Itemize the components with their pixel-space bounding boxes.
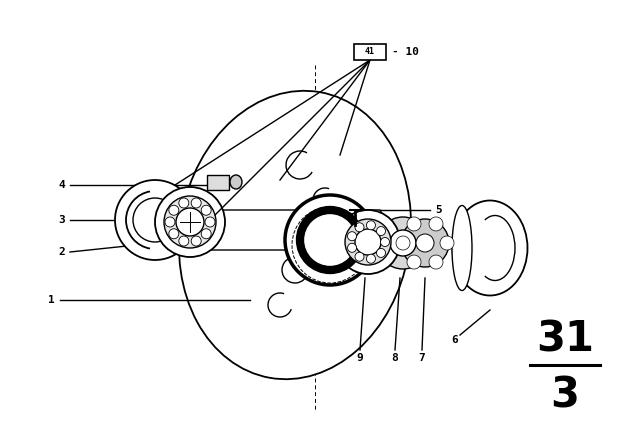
Circle shape <box>377 217 429 269</box>
Circle shape <box>440 236 454 250</box>
Circle shape <box>429 217 443 231</box>
Text: 6: 6 <box>452 335 458 345</box>
Circle shape <box>155 187 225 257</box>
Circle shape <box>115 180 195 260</box>
Circle shape <box>191 198 201 208</box>
Circle shape <box>376 249 385 258</box>
Text: 3: 3 <box>550 374 579 416</box>
Circle shape <box>165 217 175 227</box>
Text: 7: 7 <box>419 353 426 363</box>
FancyBboxPatch shape <box>207 175 229 190</box>
FancyBboxPatch shape <box>354 44 386 60</box>
Circle shape <box>407 217 421 231</box>
Circle shape <box>348 243 356 252</box>
Circle shape <box>191 236 201 246</box>
Text: 9: 9 <box>356 353 364 363</box>
Polygon shape <box>158 210 385 250</box>
Ellipse shape <box>452 201 527 296</box>
Circle shape <box>201 229 211 239</box>
Circle shape <box>355 223 364 232</box>
Text: 2: 2 <box>58 247 65 257</box>
Circle shape <box>355 229 381 255</box>
Circle shape <box>133 198 177 242</box>
Circle shape <box>367 221 376 230</box>
Circle shape <box>390 230 416 256</box>
Ellipse shape <box>179 91 411 379</box>
Text: - 10: - 10 <box>392 47 419 57</box>
Circle shape <box>348 232 356 241</box>
Circle shape <box>396 236 410 250</box>
Circle shape <box>345 219 391 265</box>
Text: 5: 5 <box>435 205 442 215</box>
Circle shape <box>169 205 179 215</box>
Text: 4: 4 <box>58 180 65 190</box>
Text: 1: 1 <box>48 295 55 305</box>
Circle shape <box>367 254 376 263</box>
Text: 3: 3 <box>58 215 65 225</box>
Circle shape <box>336 210 400 274</box>
Text: 8: 8 <box>392 353 398 363</box>
Circle shape <box>169 229 179 239</box>
Circle shape <box>285 195 375 285</box>
Circle shape <box>201 205 211 215</box>
Circle shape <box>407 255 421 269</box>
Circle shape <box>179 198 189 208</box>
Circle shape <box>176 208 204 236</box>
Ellipse shape <box>230 175 242 189</box>
Circle shape <box>416 234 434 252</box>
Ellipse shape <box>452 206 472 290</box>
Text: 41: 41 <box>365 47 375 56</box>
Circle shape <box>164 196 216 248</box>
Circle shape <box>205 217 215 227</box>
Circle shape <box>355 252 364 261</box>
Text: 31: 31 <box>536 319 594 361</box>
Circle shape <box>300 210 360 270</box>
Circle shape <box>401 219 449 267</box>
Circle shape <box>429 255 443 269</box>
Circle shape <box>179 236 189 246</box>
Circle shape <box>376 227 385 236</box>
Circle shape <box>381 237 390 246</box>
